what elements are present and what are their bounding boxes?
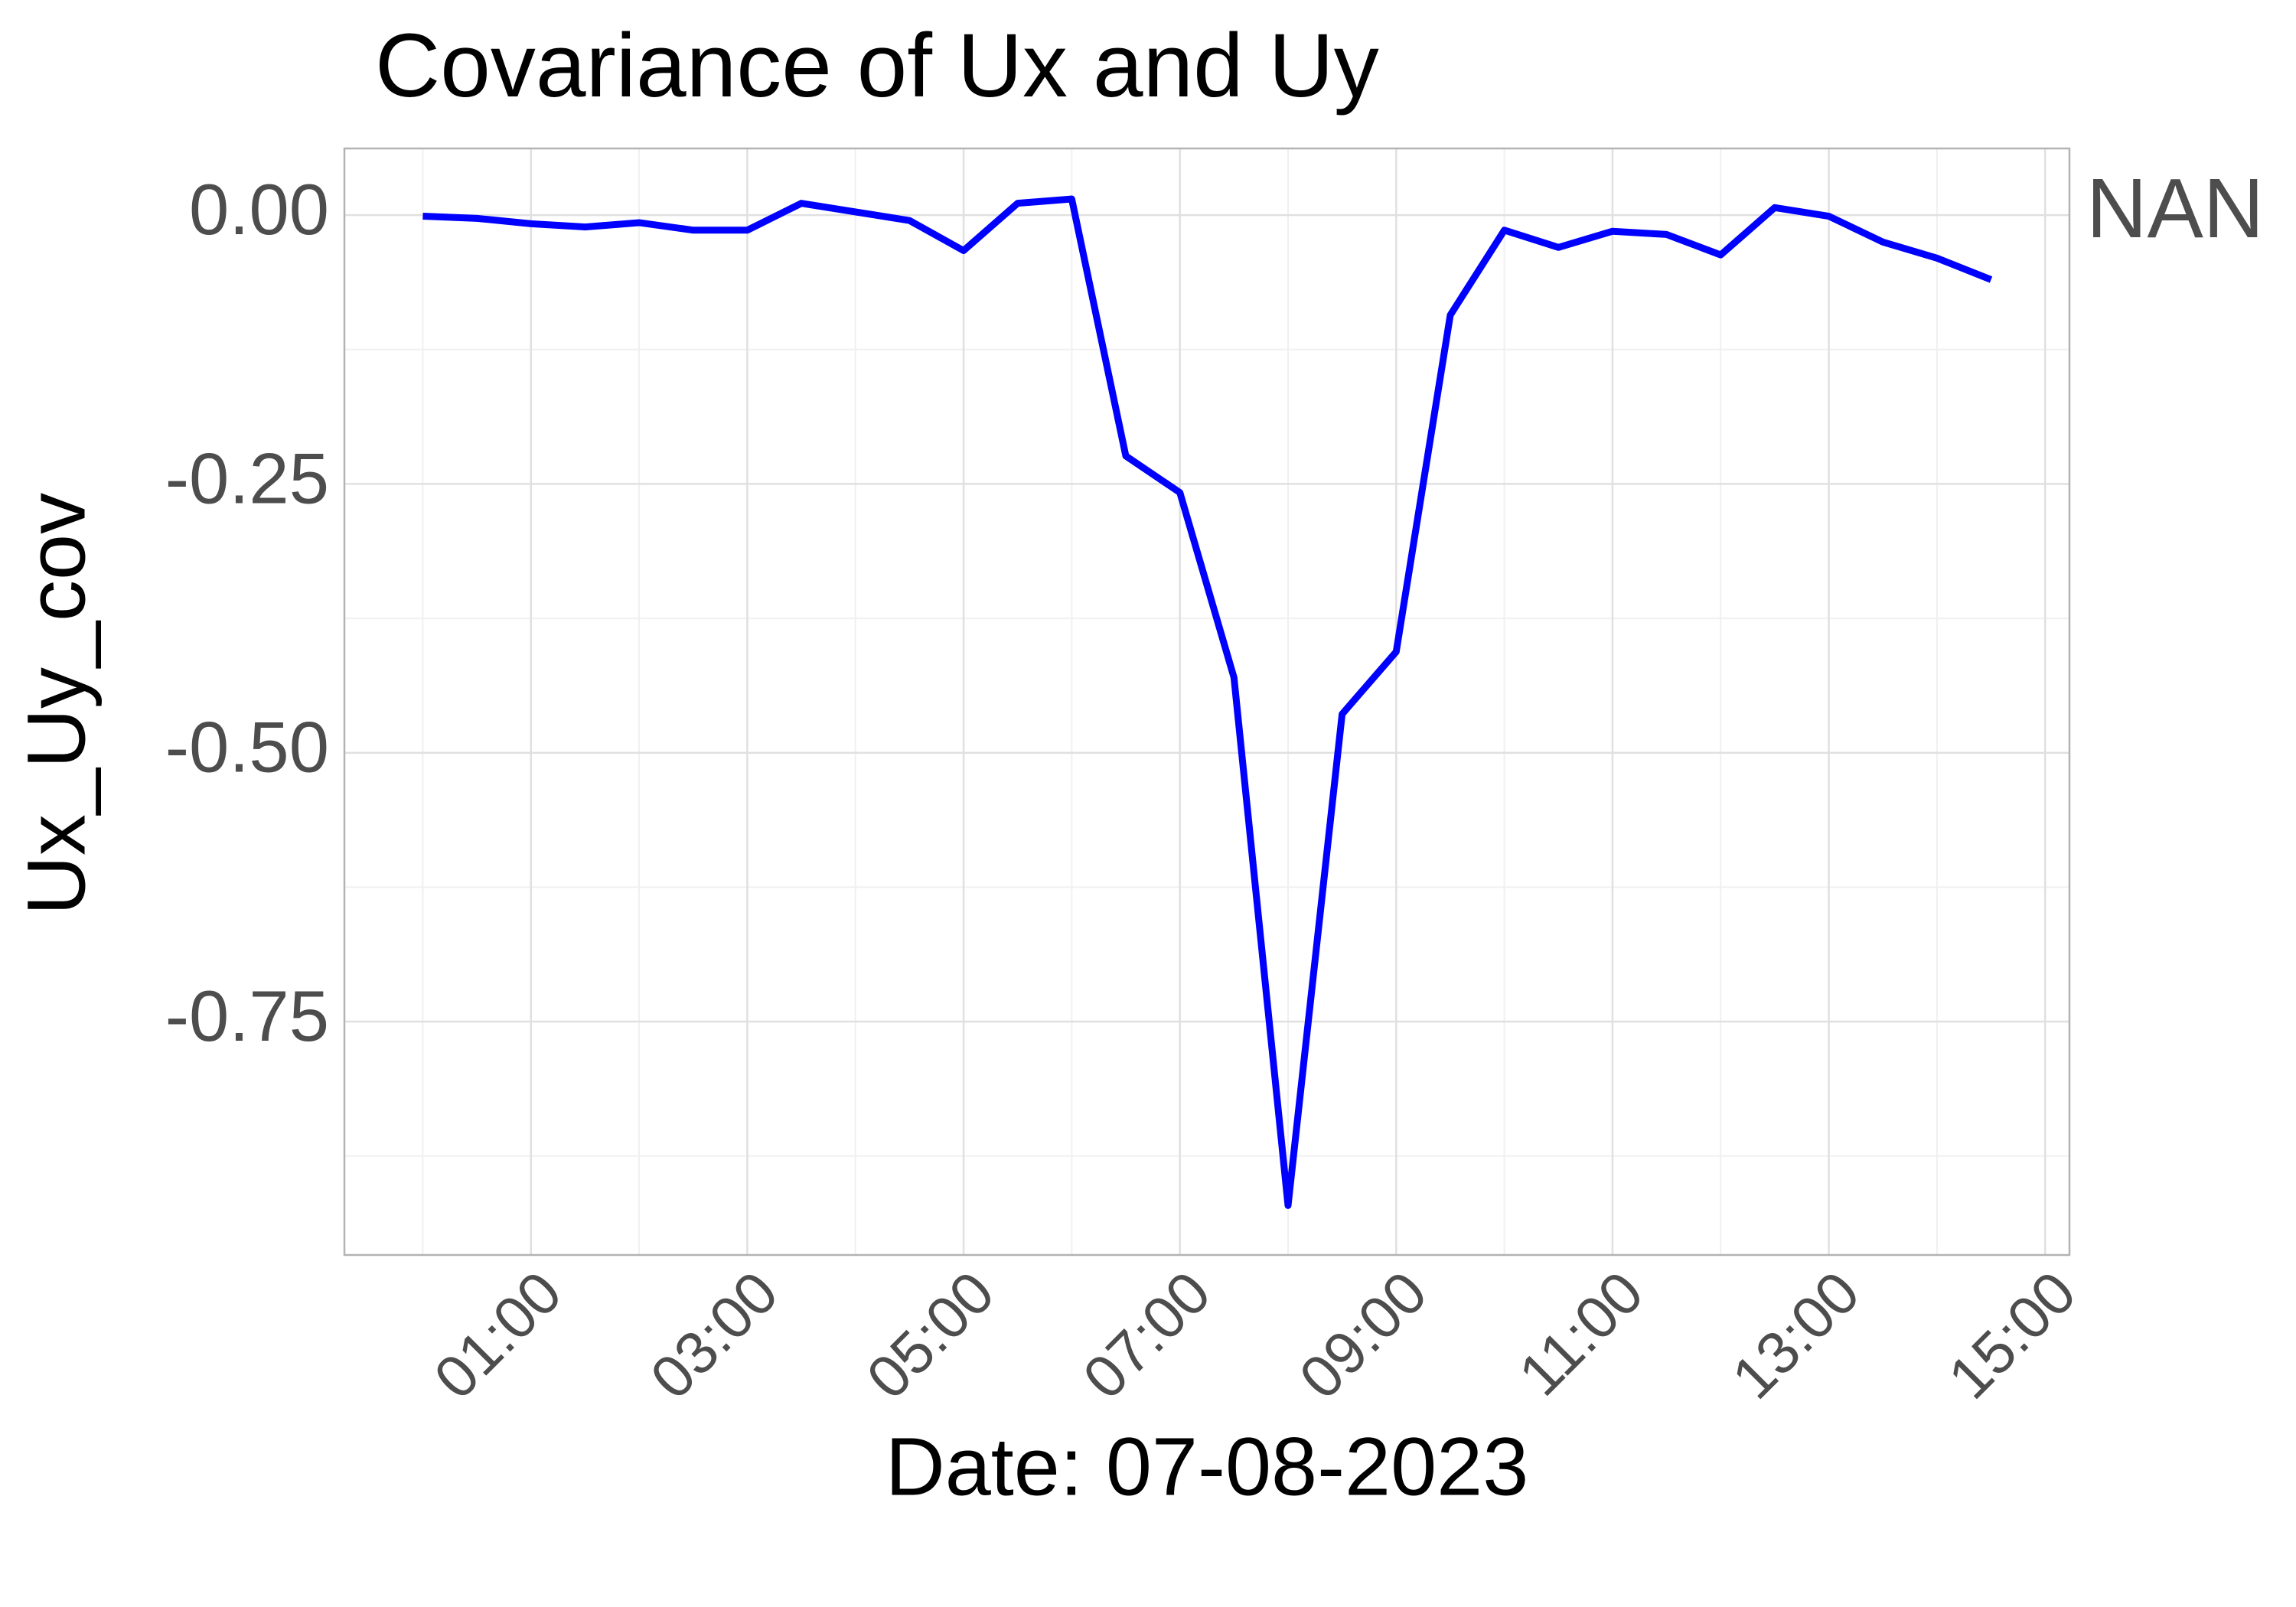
y-axis-title: Ux_Uy_cov	[10, 493, 103, 915]
right-label: NAN	[2086, 161, 2264, 256]
y-tick-label: -0.75	[165, 976, 329, 1056]
y-tick-label: -0.25	[165, 438, 329, 518]
x-axis-title: Date: 07-08-2023	[885, 1420, 1529, 1513]
plot-border	[343, 147, 2071, 1257]
chart-title: Covariance of Ux and Uy	[375, 15, 1379, 116]
y-tick-label: 0.00	[189, 169, 329, 249]
data-line	[422, 195, 1993, 1209]
y-tick-label: -0.50	[165, 707, 329, 787]
